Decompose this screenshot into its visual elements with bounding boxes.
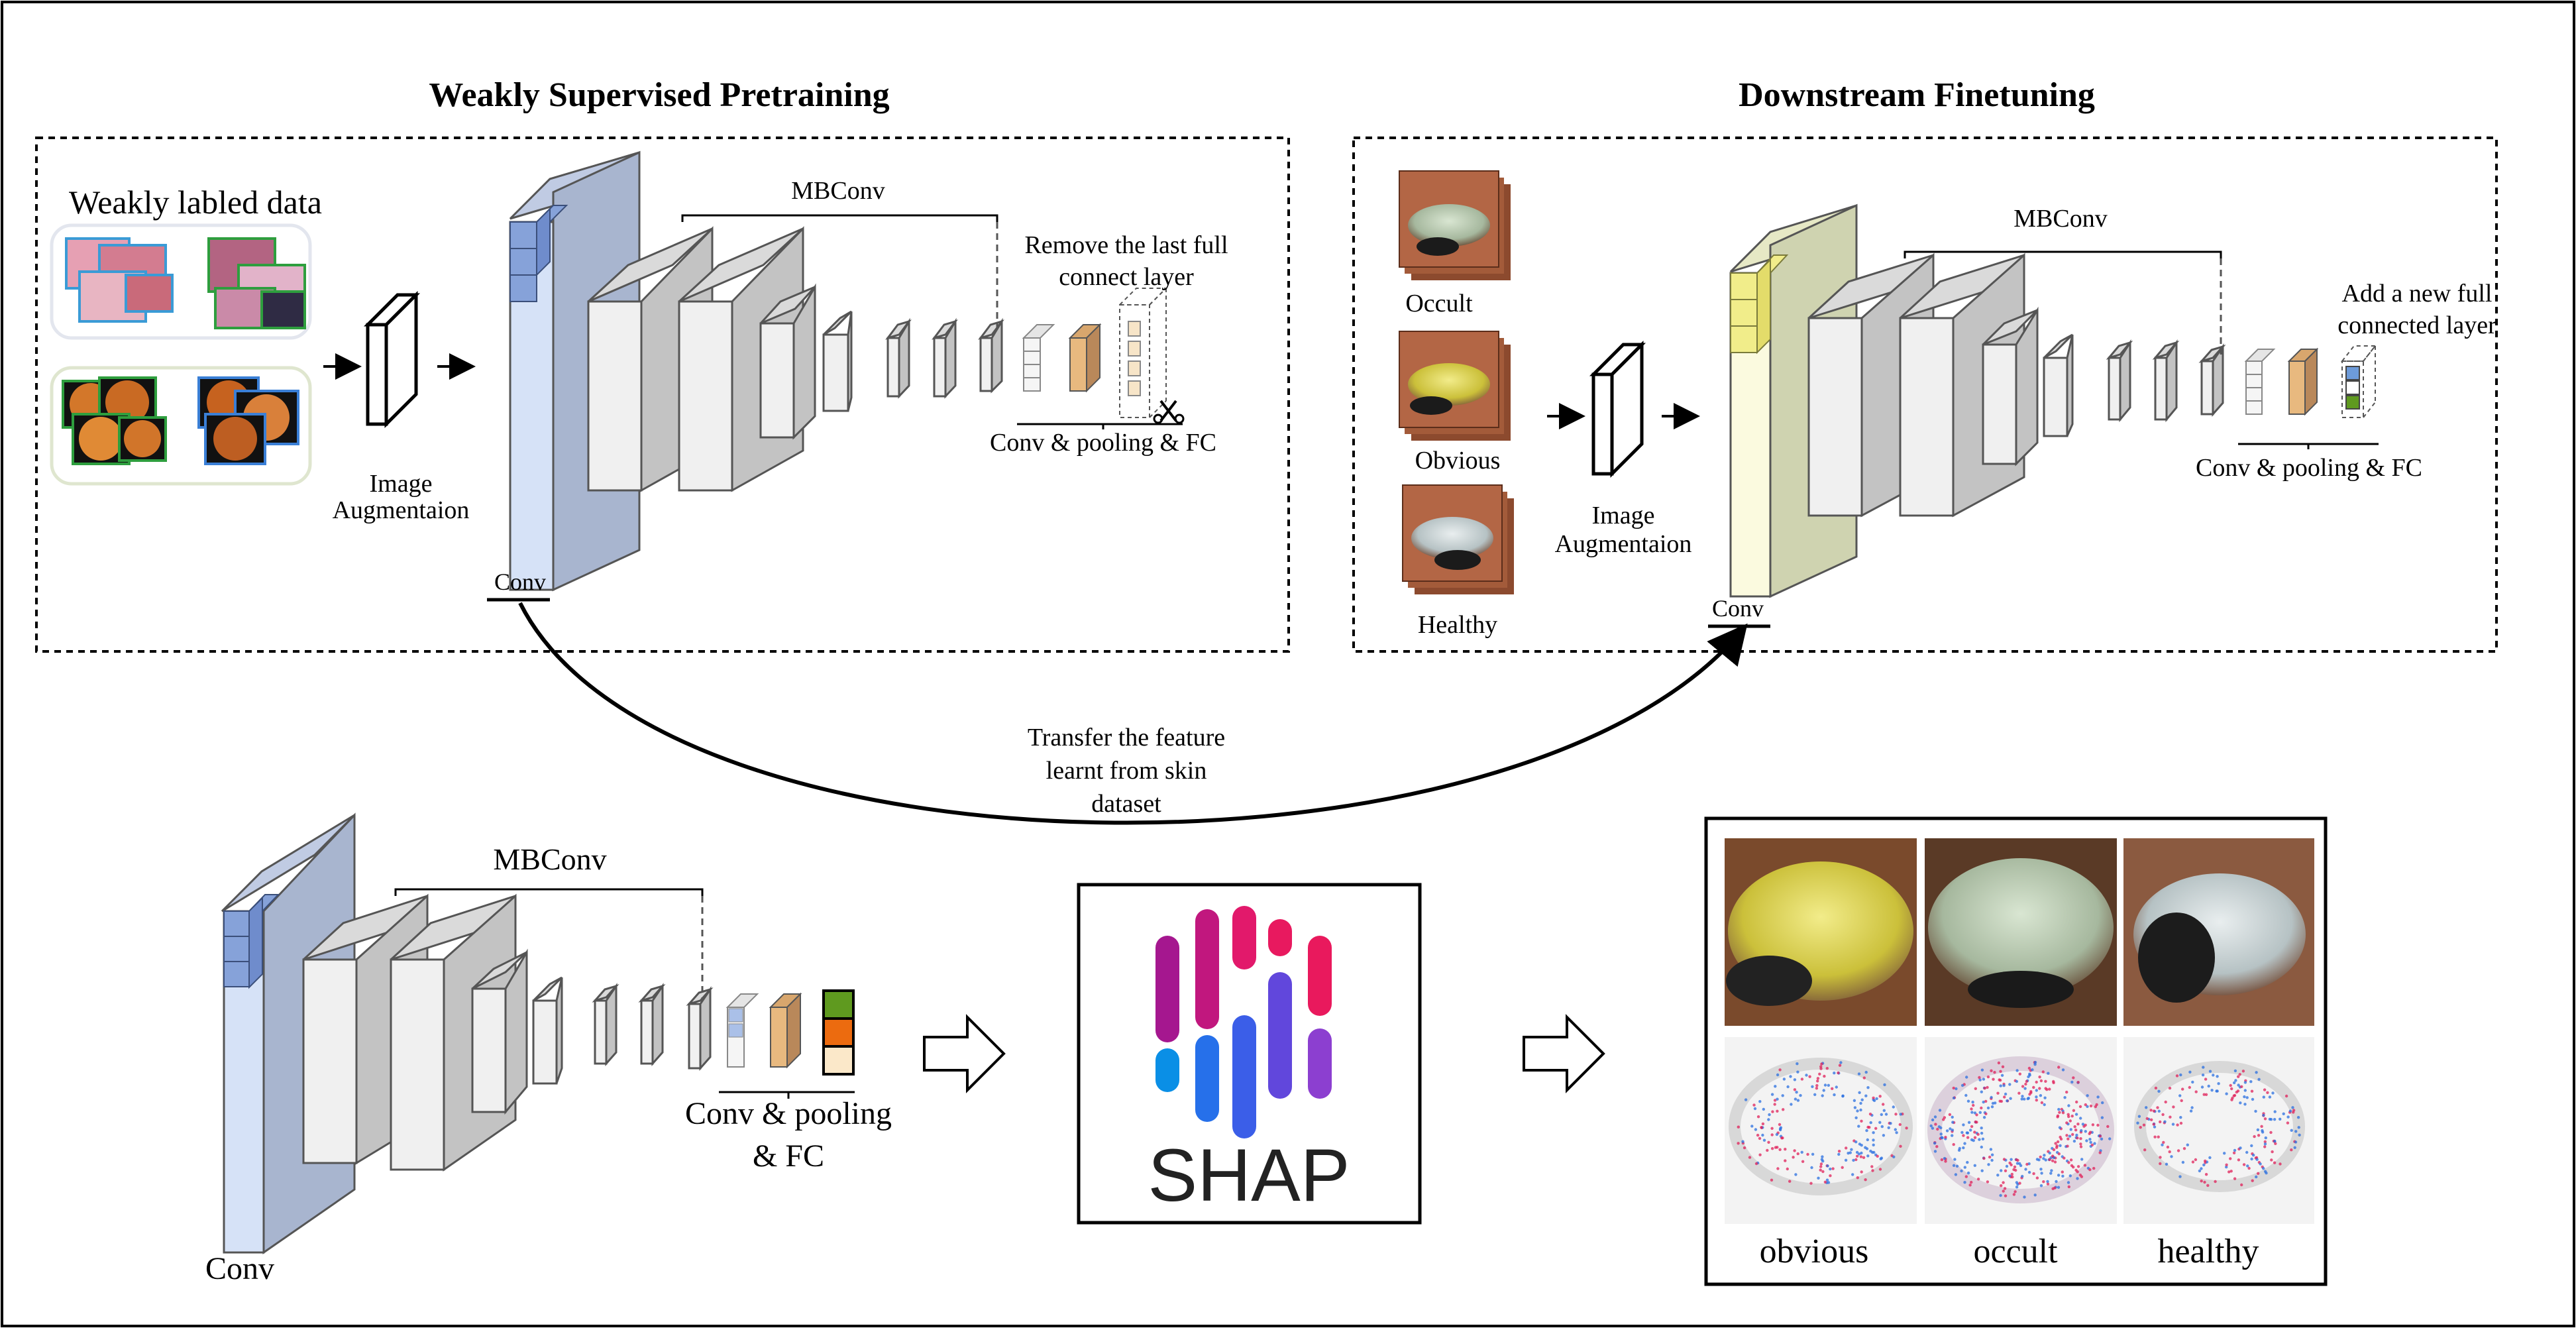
scissors-icon <box>1153 400 1185 424</box>
result-eye-occult <box>1925 838 2117 1026</box>
eye-thumbnail-healthy <box>1402 484 1514 594</box>
finetune-mbconv-bracket <box>1904 250 2222 258</box>
shap-map-healthy <box>2123 1037 2314 1224</box>
bottom-head-bracket <box>719 1091 855 1099</box>
pretrain-conv-label: Conv <box>494 569 546 595</box>
pretraining-title: Weakly Supervised Pretraining <box>429 76 889 114</box>
skin-dataset-thumbnails <box>50 223 312 340</box>
hollow-arrow-to-shap <box>923 1014 1006 1093</box>
augmentation-slab-icon <box>363 290 421 429</box>
transfer-label-line1: Transfer the feature <box>1028 724 1225 751</box>
pretrain-head-bracket <box>1017 423 1183 429</box>
class-label-occult: Occult <box>1405 290 1473 317</box>
add-layer-line2: connected layer <box>2337 311 2496 339</box>
result-eye-obvious <box>1725 838 1917 1026</box>
transfer-label-line2: learnt from skin <box>1046 757 1207 785</box>
add-layer-line1: Add a new full <box>2342 280 2493 307</box>
pretrain-mbconv-bracket <box>681 214 998 222</box>
pretraining-panel <box>35 137 1290 653</box>
bottom-conv-label: Conv <box>205 1251 274 1286</box>
augment-label-line1: Image <box>370 470 433 498</box>
finetune-head-label: Conv & pooling & FC <box>2196 454 2422 482</box>
finetune-augmentation-slab-icon <box>1589 340 1646 478</box>
result-label-occult: occult <box>1973 1233 2058 1270</box>
pretrain-head-layers <box>1022 288 1168 418</box>
bottom-mbconv-bracket <box>394 888 704 896</box>
result-eye-healthy <box>2123 838 2314 1026</box>
bottom-head-line2: & FC <box>753 1138 824 1174</box>
fundus-dataset-thumbnails <box>50 366 312 486</box>
finetune-conv-label: Conv <box>1712 595 1764 622</box>
finetune-mbconv-blocks <box>1807 252 2226 518</box>
pretrain-head-label: Conv & pooling & FC <box>990 429 1216 457</box>
shap-attribution-dots <box>1737 1060 2301 1199</box>
shap-logo-icon <box>1155 906 1332 1138</box>
remove-layer-line1: Remove the last full <box>1024 231 1228 259</box>
pretrain-mbconv-blocks <box>587 226 1004 492</box>
hollow-arrow-to-results <box>1523 1014 1605 1093</box>
finetune-augment-line1: Image <box>1592 502 1655 529</box>
bottom-head-line1: Conv & pooling <box>685 1096 892 1131</box>
bottom-head-layers <box>725 989 855 1076</box>
class-label-obvious: Obvious <box>1415 447 1501 474</box>
bottom-mbconv-label: MBConv <box>493 842 606 876</box>
weak-data-label: Weakly labled data <box>69 184 322 221</box>
eye-thumbnail-occult <box>1399 170 1511 280</box>
shap-map-obvious <box>1725 1037 1917 1224</box>
result-label-obvious: obvious <box>1760 1233 1869 1270</box>
eye-thumbnail-obvious <box>1399 331 1511 441</box>
finetune-head-layers <box>2244 345 2377 418</box>
bottom-mbconv-blocks <box>302 893 714 1172</box>
remove-layer-line2: connect layer <box>1059 263 1194 291</box>
finetune-augment-line2: Augmentaion <box>1555 530 1692 558</box>
pretrain-mbconv-label: MBConv <box>791 177 885 205</box>
finetuning-panel <box>1352 137 2498 653</box>
finetuning-title: Downstream Finetuning <box>1739 76 2095 114</box>
finetune-head-bracket <box>2238 443 2379 449</box>
shap-text: SHAP <box>1148 1134 1350 1217</box>
transfer-label-line3: dataset <box>1091 790 1161 818</box>
finetune-mbconv-label: MBConv <box>2013 205 2107 233</box>
class-label-healthy: Healthy <box>1418 611 1497 639</box>
result-label-healthy: healthy <box>2157 1233 2259 1270</box>
augment-label-line2: Augmentaion <box>333 496 470 524</box>
transfer-arrow <box>518 602 1748 825</box>
